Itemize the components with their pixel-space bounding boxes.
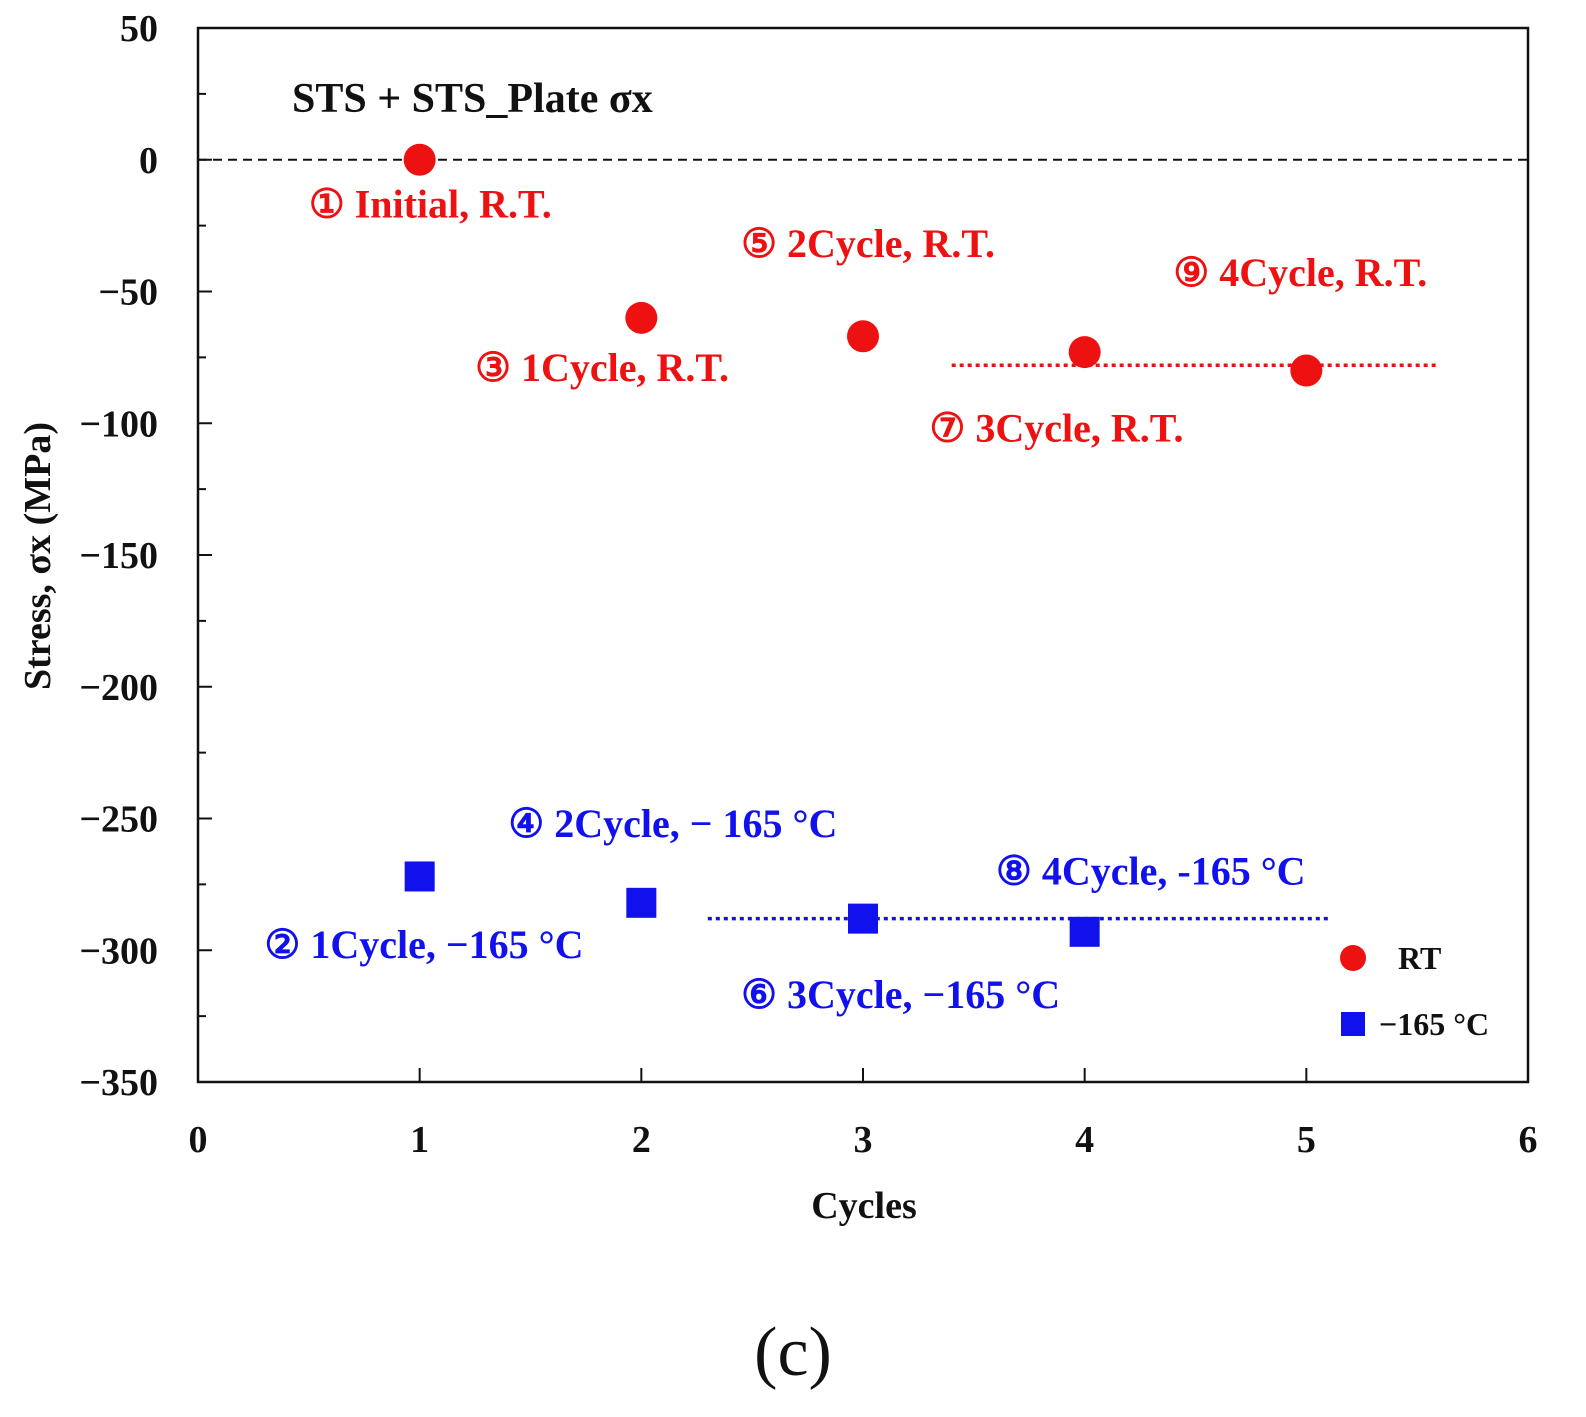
x-tick-label: 0: [189, 1119, 208, 1161]
rt-data-point: [847, 320, 879, 353]
annotations: ① Initial, R.T. ③ 1Cycle, R.T. ⑤ 2Cycle, R…: [265, 182, 1428, 1017]
x-axis-title: Cycles: [811, 1185, 917, 1227]
chart-title: STS + STS_Plate σx: [292, 76, 653, 122]
point-annotation: ⑦ 3Cycle, R.T.: [930, 406, 1184, 451]
legend: RT −165 °C: [1340, 940, 1489, 1042]
cryo-data-point: [1069, 916, 1100, 947]
cryo-data-point: [626, 887, 657, 918]
x-tick-label: 4: [1075, 1119, 1094, 1161]
x-tick-label: 1: [410, 1119, 429, 1161]
y-tick-label: −200: [79, 667, 158, 709]
point-annotation: ② 1Cycle, −165 °C: [265, 922, 584, 967]
data-marks: [403, 143, 1323, 947]
y-tick-label: 0: [139, 140, 158, 182]
figure-caption: (c): [754, 1314, 832, 1391]
y-tick-label: −250: [79, 799, 158, 841]
legend-marker-cryo: [1341, 1012, 1365, 1036]
point-annotation: ⑧ 4Cycle, -165 °C: [996, 848, 1306, 893]
x-tick-label: 6: [1519, 1119, 1538, 1161]
y-tick-label: −100: [79, 403, 158, 445]
y-axis-title: Stress, σx (MPa): [17, 422, 59, 690]
point-annotation: ⑨ 4Cycle, R.T.: [1173, 250, 1427, 295]
point-annotation: ⑥ 3Cycle, −165 °C: [741, 972, 1060, 1017]
y-tick-label: −150: [79, 535, 158, 577]
y-tick-label: −350: [79, 1062, 158, 1104]
rt-data-point: [403, 143, 436, 176]
x-tick-label: 3: [854, 1119, 873, 1161]
legend-label: RT: [1398, 940, 1441, 976]
rt-data-point: [625, 301, 658, 334]
rt-data-point: [1290, 354, 1323, 387]
plot-area: 50 0 −50 −100 −150 −200 −250 −300 −350 0 1 2 3 4 5 6: [79, 8, 1537, 1161]
point-annotation: ④ 2Cycle, − 165 °C: [508, 801, 837, 846]
cryo-data-point: [848, 903, 878, 934]
x-tick-label: 2: [632, 1119, 651, 1161]
x-tick-label: 5: [1297, 1119, 1316, 1161]
point-annotation: ① Initial, R.T.: [309, 182, 552, 227]
y-tick-label: −50: [98, 272, 158, 314]
rt-data-point: [1068, 336, 1101, 369]
legend-marker-rt: [1340, 945, 1366, 971]
reference-lines: [198, 158, 1528, 921]
y-tick-label: 50: [120, 8, 158, 50]
legend-label: −165 °C: [1379, 1006, 1489, 1042]
cryo-data-point: [404, 861, 435, 892]
y-tick-label: −300: [79, 930, 158, 972]
point-annotation: ③ 1Cycle, R.T.: [475, 345, 729, 390]
point-annotation: ⑤ 2Cycle, R.T.: [741, 221, 995, 266]
